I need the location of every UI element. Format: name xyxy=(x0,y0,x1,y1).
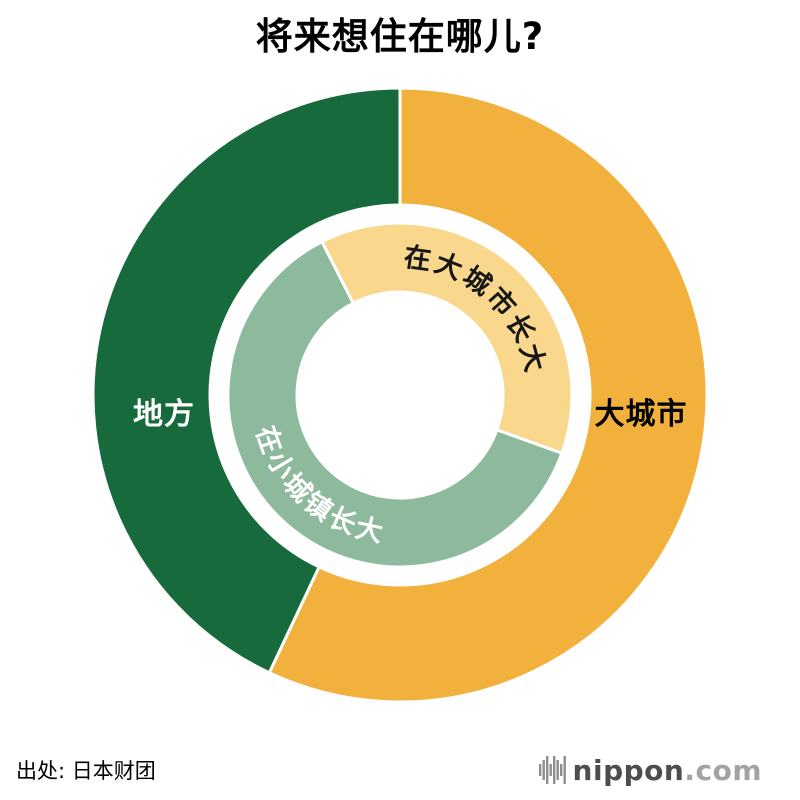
source-note: 出处: 日本财团 xyxy=(16,759,156,783)
footer: 出处: 日本财团 nippon.com xyxy=(16,748,762,792)
outer-ring-label-big-city: 大城市 xyxy=(594,397,688,432)
nippon-logo: nippon.com xyxy=(538,753,762,787)
nippon-logo-text: nippon.com xyxy=(573,754,762,787)
chart-title: 将来想住在哪儿? xyxy=(255,15,545,58)
nippon-logo-bars-icon xyxy=(538,756,566,784)
segment-outer-0 xyxy=(267,86,709,704)
outer-ring-label-region: 地方 xyxy=(133,397,195,432)
segment-inner-0 xyxy=(319,221,574,456)
logo-name: nippon xyxy=(572,753,685,787)
segment-outer-1 xyxy=(91,86,402,675)
logo-tld: .com xyxy=(684,753,762,787)
segment-inner-1 xyxy=(226,239,564,569)
